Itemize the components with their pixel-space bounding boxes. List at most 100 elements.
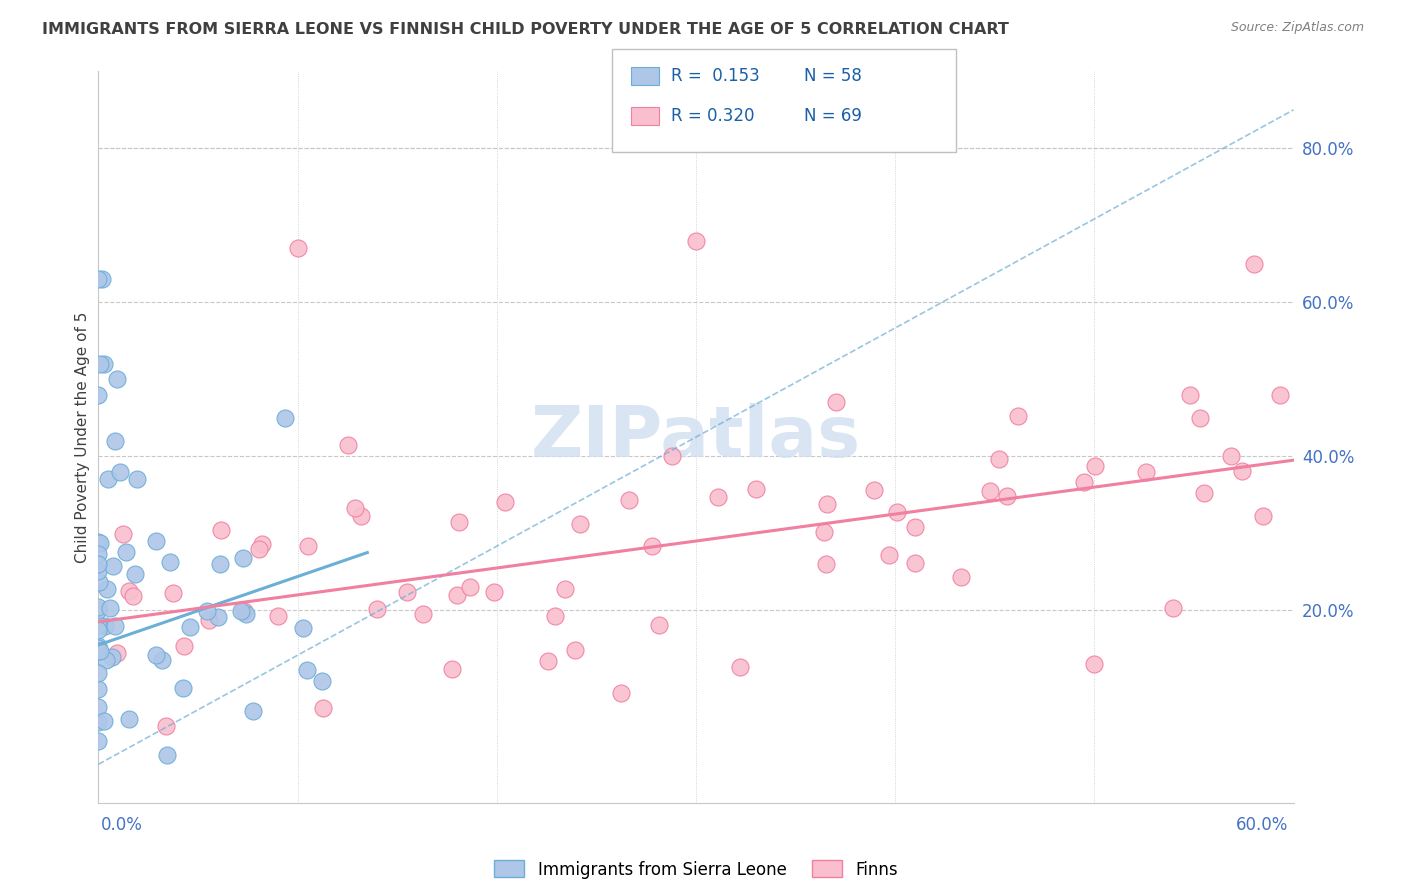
Point [122,590,145,604]
Point [105,646,128,660]
Point [89,357,111,371]
Point [879,548,901,562]
Point [93,714,115,728]
Point [295,664,318,678]
Point [1135,465,1157,479]
Legend: Immigrants from Sierra Leone, Finns: Immigrants from Sierra Leone, Finns [495,861,897,879]
Point [707,490,730,504]
Point [648,617,671,632]
Point [233,604,256,618]
Point [482,585,505,599]
Point [87,272,110,286]
Point [446,588,468,602]
Point [87,575,110,590]
Point [101,559,124,574]
Point [111,527,134,541]
Point [152,653,174,667]
Point [494,495,516,509]
Point [537,654,560,668]
Point [172,681,194,695]
Point [412,607,434,622]
Point [89,644,111,658]
Text: N = 69: N = 69 [804,107,862,125]
Point [232,550,254,565]
Point [250,536,273,550]
Point [118,584,141,599]
Point [96,582,118,596]
Point [995,489,1018,503]
Point [195,604,218,618]
Point [266,608,288,623]
Point [235,607,257,622]
Point [1073,475,1095,489]
Point [745,482,768,496]
Point [87,700,110,714]
Point [110,465,132,479]
Point [104,619,127,633]
Point [87,547,110,561]
Point [87,618,110,632]
Point [87,665,110,680]
Point [97,472,120,486]
Point [98,601,121,615]
Point [344,500,367,515]
Text: IMMIGRANTS FROM SIERRA LEONE VS FINNISH CHILD POVERTY UNDER THE AGE OF 5 CORRELA: IMMIGRANTS FROM SIERRA LEONE VS FINNISH … [42,22,1010,37]
Point [728,660,751,674]
Point [1270,387,1292,401]
Point [87,388,110,402]
Point [460,580,482,594]
Point [87,600,110,615]
Point [1084,459,1107,474]
Point [366,602,388,616]
Point [617,493,640,508]
Point [87,623,110,637]
Point [104,434,127,448]
Point [610,686,633,700]
Text: N = 58: N = 58 [804,67,862,85]
Point [87,640,110,655]
Point [208,558,231,572]
Point [87,558,110,572]
Point [94,653,117,667]
Point [1220,449,1243,463]
Point [145,533,167,548]
Point [685,234,707,248]
Point [87,681,110,696]
Point [1007,409,1029,424]
Point [87,564,110,578]
Point [242,704,264,718]
Point [87,603,110,617]
Point [1251,508,1274,523]
Point [159,555,181,569]
Point [440,662,463,676]
Text: ZIPatlas: ZIPatlas [531,402,860,472]
Point [1180,388,1202,402]
Point [1188,411,1211,425]
Point [173,640,195,654]
Point [229,604,252,618]
Point [145,648,167,662]
Y-axis label: Child Poverty Under the Age of 5: Child Poverty Under the Age of 5 [75,311,90,563]
Point [209,524,232,538]
Text: R = 0.320: R = 0.320 [671,107,754,125]
Point [247,542,270,557]
Point [396,585,419,599]
Point [156,747,179,762]
Point [641,539,664,553]
Point [207,609,229,624]
Point [87,639,110,653]
Point [987,452,1010,467]
Point [179,620,201,634]
Point [287,242,309,256]
Point [162,586,184,600]
Point [87,734,110,748]
Point [1192,486,1215,500]
Point [447,516,470,530]
Point [198,613,221,627]
Point [569,516,592,531]
Point [127,472,149,486]
Point [824,394,846,409]
Point [114,545,136,559]
Point [107,372,129,386]
Point [1083,657,1105,672]
